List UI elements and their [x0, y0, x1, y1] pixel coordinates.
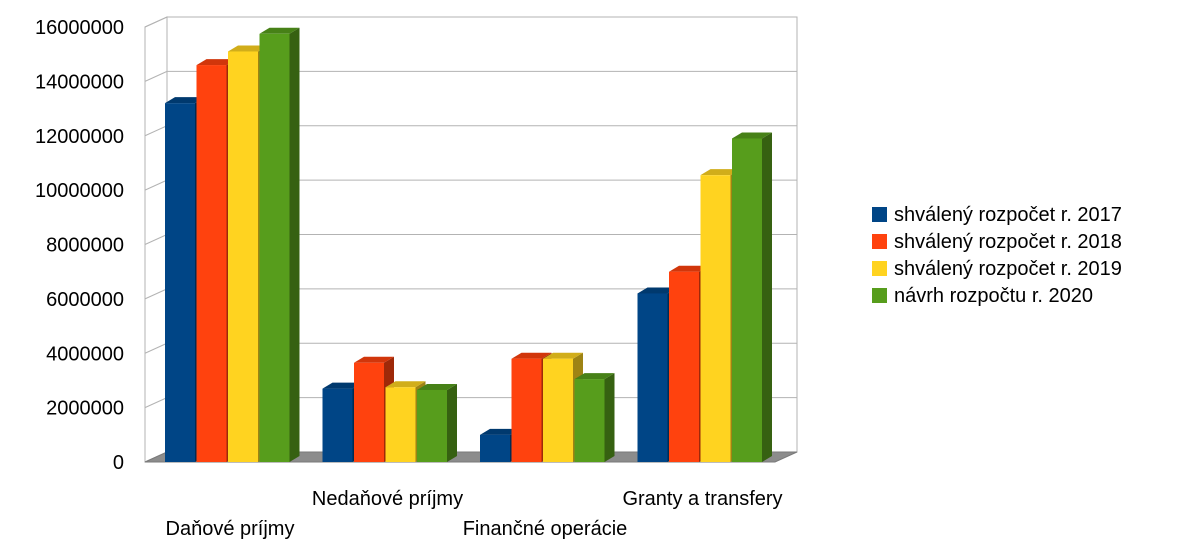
bar-front [322, 388, 353, 462]
gridline-side [144, 16, 168, 28]
y-axis-ticks: 0 2000000 4000000 6000000 8000000 10000000 120… [35, 17, 124, 474]
bar-front [574, 379, 605, 462]
gridline-side [144, 70, 168, 82]
bar [480, 428, 520, 462]
gridline-side [144, 288, 168, 300]
bar-front [417, 389, 447, 462]
bar [574, 373, 615, 462]
bar-front [196, 65, 227, 462]
y-tick-label: 2000000 [46, 398, 124, 420]
bar-front [637, 293, 668, 462]
bar-front [385, 387, 416, 462]
bar-side [289, 27, 300, 462]
legend-swatch [872, 261, 887, 276]
bar-top [259, 27, 300, 34]
bar-top [385, 381, 426, 388]
bar-front [700, 175, 731, 462]
legend-label: návrh rozpočtu r. 2020 [894, 285, 1093, 307]
bar-top [637, 287, 678, 294]
bar-top [669, 265, 709, 272]
bar-top [196, 59, 237, 66]
bar-front [669, 271, 699, 462]
y-tick-label: 16000000 [35, 17, 124, 39]
bar-top [511, 352, 552, 359]
legend-swatch [872, 288, 887, 303]
bar-front [228, 51, 258, 462]
bar-front [511, 358, 542, 462]
bar-top [700, 169, 741, 176]
x-category-label: Finančné operácie [463, 518, 628, 540]
y-tick-label: 12000000 [35, 126, 124, 148]
bar-front [732, 138, 762, 462]
y-tick-label: 6000000 [46, 289, 124, 311]
y-tick-label: 10000000 [35, 180, 124, 202]
gridline-side [144, 342, 168, 354]
bar-front [543, 358, 573, 462]
bar-side [604, 373, 615, 462]
bar-top [543, 352, 583, 359]
gridline-side [144, 125, 168, 137]
y-tick-label: 0 [113, 452, 124, 474]
bar-front [354, 362, 384, 462]
x-category-label: Daňové príjmy [166, 518, 295, 540]
bar-top [574, 373, 615, 380]
bar [732, 132, 772, 462]
bar [354, 356, 394, 462]
legend-label: shválený rozpočet r. 2017 [894, 204, 1122, 226]
bar-side [447, 383, 457, 462]
bar-side [762, 132, 772, 462]
bar-top [417, 383, 457, 390]
y-tick-label: 8000000 [46, 235, 124, 257]
bar-front [480, 434, 510, 462]
bar-front [165, 103, 195, 462]
bar [417, 383, 457, 462]
bar-top [354, 356, 394, 363]
bar-front [259, 33, 290, 462]
bars [165, 27, 772, 462]
legend-label: shválený rozpočet r. 2019 [894, 258, 1122, 280]
legend-swatch [872, 207, 887, 222]
legend: shválený rozpočet r. 2017 shválený rozpoč… [872, 204, 1122, 307]
x-category-label: Granty a transfery [622, 488, 782, 510]
y-tick-label: 4000000 [46, 343, 124, 365]
gridline-side [144, 234, 168, 245]
bar-top [480, 428, 520, 435]
bar-top [165, 97, 205, 104]
bar-top [322, 382, 363, 389]
bar-top [732, 132, 772, 139]
legend-swatch [872, 234, 887, 249]
bar-top [228, 45, 268, 52]
gridline-side [144, 397, 168, 409]
gridline-side [144, 179, 168, 191]
y-tick-label: 14000000 [35, 71, 124, 93]
bar [259, 27, 300, 462]
legend-label: shválený rozpočet r. 2018 [894, 231, 1122, 253]
x-category-label: Nedaňové príjmy [312, 488, 463, 510]
